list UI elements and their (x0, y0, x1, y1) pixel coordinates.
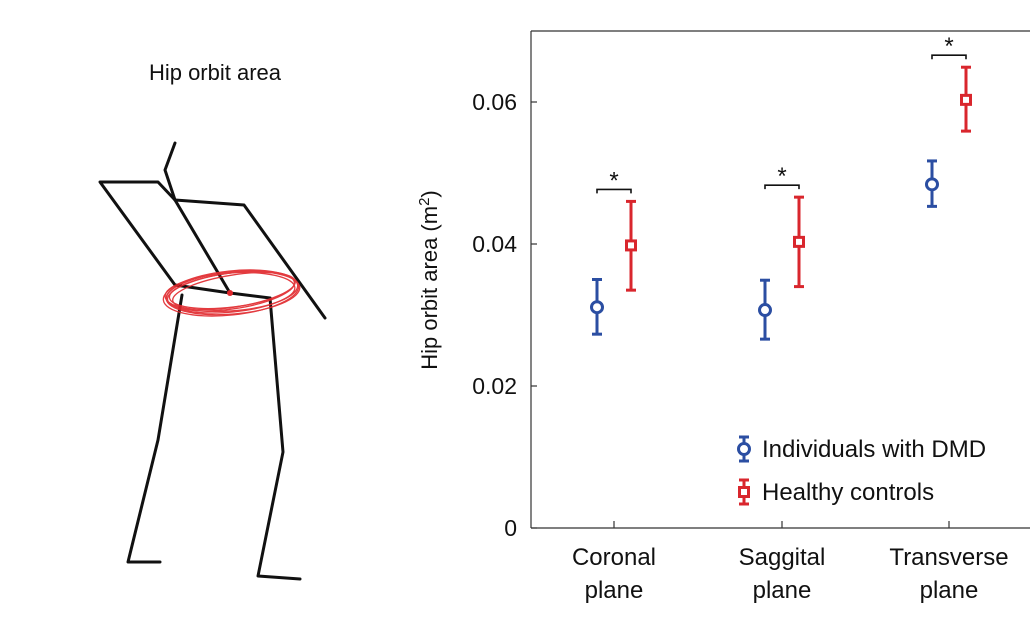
significance-bracket (764, 184, 800, 190)
legend-marker-controls (738, 486, 750, 498)
figure-left-leg (126, 293, 184, 564)
figure-left-arm (98, 180, 177, 287)
hip-center-marker (227, 290, 233, 296)
control-data-point (793, 235, 805, 248)
x-category-label: Transverse (889, 544, 1008, 571)
control-data-point (960, 93, 972, 106)
significance-star: * (609, 167, 618, 194)
x-axis-categories: Coronal plane Saggital plane Transverse plane (572, 521, 1009, 604)
y-tick-label: 0 (504, 515, 517, 541)
legend-marker-dmd (737, 442, 751, 456)
y-tick-label: 0.04 (472, 231, 517, 257)
significance-star: * (944, 33, 953, 60)
x-category-label: plane (585, 577, 644, 604)
illustration-title: Hip orbit area (148, 60, 282, 85)
y-tick-label: 0.06 (472, 89, 517, 115)
y-tick-label: 0.02 (472, 373, 517, 399)
x-category-label: plane (753, 577, 812, 604)
legend-label: Healthy controls (762, 479, 934, 506)
y-axis-ticks: 0 0.02 0.04 0.06 (472, 89, 537, 541)
dmd-data-point (925, 177, 939, 192)
dmd-data-point (758, 303, 772, 318)
hip-orbit-loop (162, 269, 301, 317)
significance-bracket (931, 54, 967, 60)
dmd-data-point (590, 300, 604, 315)
significance-markers: * * * (596, 33, 967, 194)
figure-right-arm (173, 198, 327, 320)
stick-figure-illustration (98, 141, 327, 581)
significance-bracket (596, 188, 632, 194)
legend: Individuals with DMD Healthy controls (737, 435, 986, 506)
control-data-point (625, 239, 637, 252)
significance-star: * (777, 163, 786, 190)
x-category-label: Coronal (572, 544, 656, 571)
data-marks (590, 65, 972, 341)
figure-neck (163, 141, 177, 202)
y-axis-label: Hip orbit area (m2) (416, 190, 443, 370)
figure-right-leg (256, 296, 302, 581)
x-category-label: Saggital (739, 544, 826, 571)
legend-label: Individuals with DMD (762, 436, 986, 463)
x-category-label: plane (920, 577, 979, 604)
